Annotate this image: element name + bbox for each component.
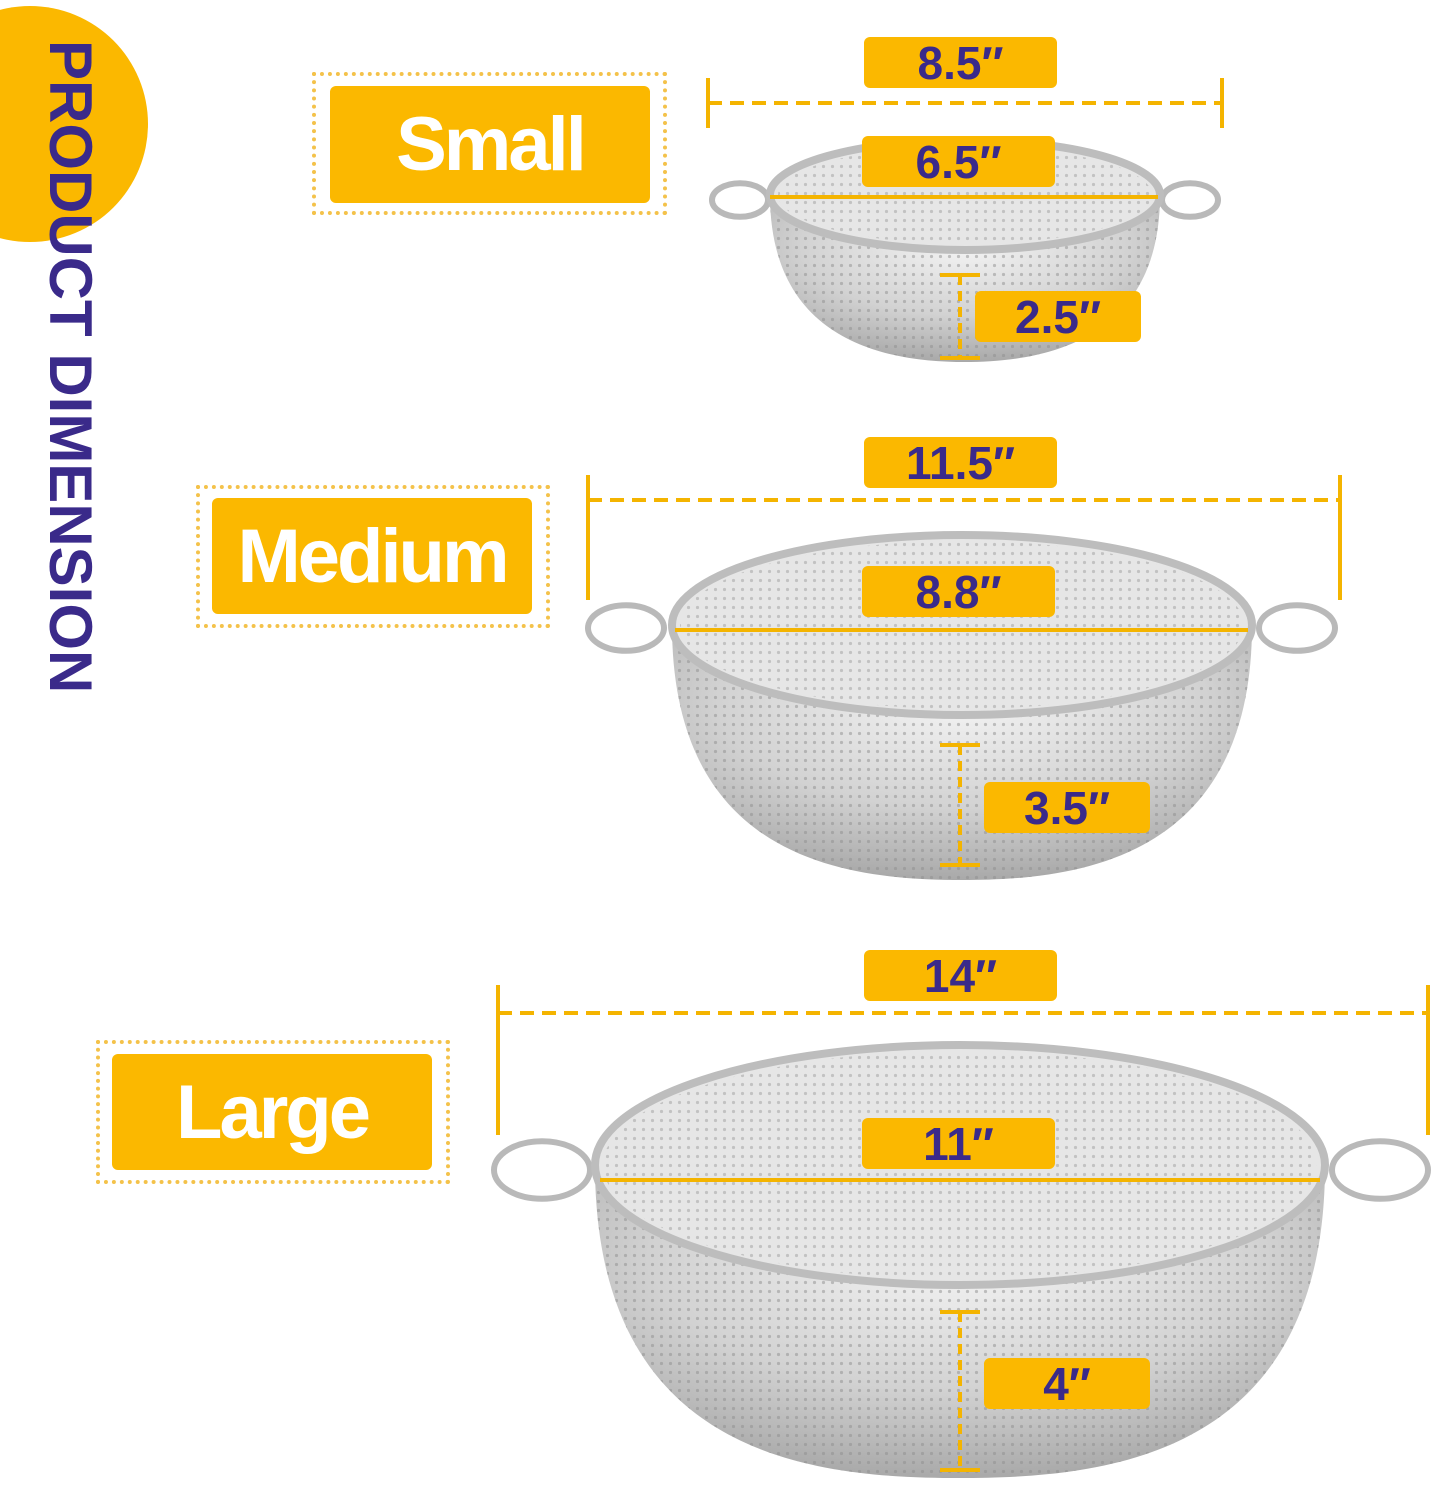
dim-large-depth: 4″ [984, 1358, 1150, 1410]
dim-medium-outer-width: 11.5″ [864, 437, 1057, 489]
page-title: PRODUCT DIMENSION [37, 40, 104, 694]
size-label-medium: Medium [212, 498, 532, 614]
dim-medium-depth: 3.5″ [984, 782, 1150, 834]
handle-right [1256, 602, 1338, 654]
handle-right [1329, 1138, 1431, 1202]
dim-small-depth: 2.5″ [975, 291, 1141, 343]
medium-label-frame [196, 485, 550, 628]
dim-large-inner-width: 11″ [862, 1118, 1055, 1170]
dim-large-outer-width: 14″ [864, 950, 1057, 1002]
large-label-frame [96, 1040, 450, 1184]
dim-medium-inner-width: 8.8″ [862, 566, 1055, 618]
handle-left [585, 602, 667, 654]
handle-left [491, 1138, 593, 1202]
handle-right [1159, 180, 1221, 220]
dim-small-inner-width: 6.5″ [862, 136, 1055, 188]
handle-left [709, 180, 771, 220]
small-label-frame [312, 72, 667, 215]
bowl-inner-perforation [680, 541, 1244, 709]
size-label-large: Large [112, 1054, 432, 1170]
dim-small-outer-width: 8.5″ [864, 37, 1057, 89]
decorative-circle [0, 6, 148, 242]
size-label-small: Small [330, 86, 650, 203]
